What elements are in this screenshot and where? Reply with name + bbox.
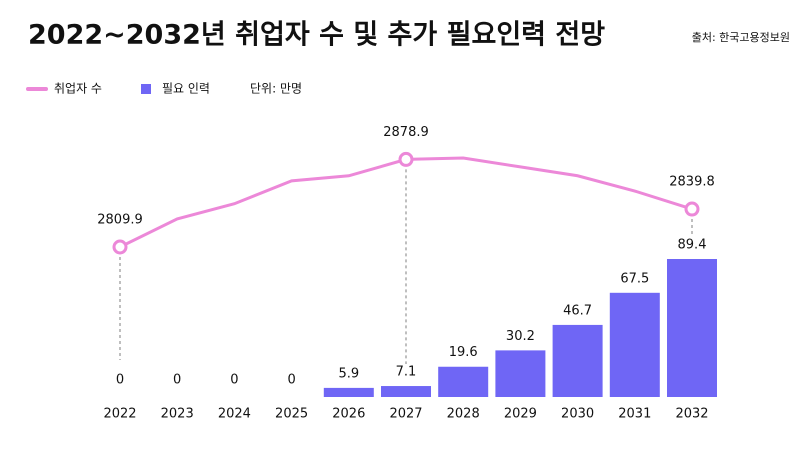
x-tick-label: 2029 [504, 407, 537, 422]
bar [323, 387, 374, 397]
bar [381, 386, 431, 397]
bar [609, 292, 660, 397]
x-tick-label: 2031 [618, 407, 651, 422]
bar-label: 0 [173, 373, 181, 388]
x-tick-label: 2022 [103, 407, 136, 422]
source: 출처: 한국고용정보원 [692, 31, 790, 44]
bar-label: 0 [287, 373, 295, 388]
x-tick-label: 2023 [161, 407, 194, 422]
bar [667, 259, 717, 397]
bar-label: 5.9 [338, 366, 359, 381]
bar-label: 89.4 [678, 238, 707, 253]
point-label: 2878.9 [383, 125, 429, 140]
x-tick-label: 2028 [447, 407, 480, 422]
x-tick-label: 2026 [332, 407, 365, 422]
x-tick-label: 2025 [275, 407, 308, 422]
x-tick-label: 2032 [675, 407, 708, 422]
bar [495, 350, 546, 397]
bar-label: 30.2 [506, 329, 535, 344]
bar-label: 7.1 [396, 365, 417, 380]
unit: 단위: 만명 [250, 82, 302, 96]
legend-label: 취업자 수 [54, 82, 102, 96]
bar-label: 46.7 [563, 303, 592, 318]
bar [438, 366, 489, 397]
chart-title: 2022~2032년 취업자 수 및 추가 필요인력 전망 [28, 20, 605, 51]
point-marker [112, 239, 128, 255]
legend-swatch [141, 84, 151, 94]
x-tick-label: 2030 [561, 407, 594, 422]
bar-label: 19.6 [449, 345, 478, 360]
bar-label: 0 [116, 373, 124, 388]
legend-label: 필요 인력 [162, 82, 210, 96]
point-label: 2809.9 [97, 213, 143, 228]
point-marker [398, 151, 414, 167]
bar [552, 324, 603, 397]
bar-label: 0 [230, 373, 238, 388]
x-tick-label: 2024 [218, 407, 251, 422]
point-label: 2839.8 [669, 175, 715, 190]
x-tick-label: 2027 [389, 407, 422, 422]
bar-label: 67.5 [620, 271, 649, 286]
point-marker [684, 201, 700, 217]
